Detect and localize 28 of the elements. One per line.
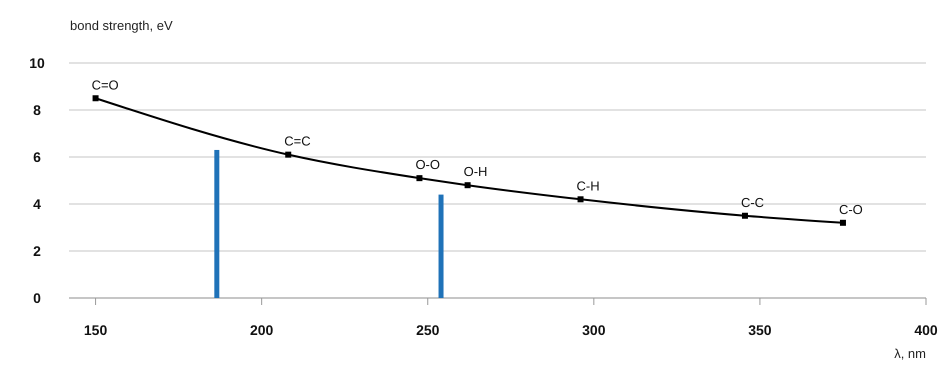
y-tick-label: 6 [33, 148, 42, 165]
annotation: O-H [464, 164, 488, 180]
point [285, 152, 292, 158]
x-tick-label: 350 [748, 322, 772, 338]
x-axis-title: λ, nm [894, 346, 926, 361]
y-tick-label: 10 [29, 54, 45, 71]
x-tick-label: 150 [84, 322, 108, 338]
y-tick-label: 8 [33, 102, 42, 118]
annotation: C-H [576, 178, 600, 194]
y-tick-label: 0 [33, 290, 42, 306]
y-tick-label: 4 [33, 196, 42, 212]
x-tick-label: 250 [416, 322, 440, 338]
x-tick-label: 200 [250, 322, 274, 338]
annotation: O-O [415, 157, 440, 172]
annotation: C-O [838, 202, 863, 217]
point [840, 220, 846, 226]
annotation: C=O [92, 77, 119, 92]
x-tick-label: 300 [582, 322, 606, 338]
point [92, 95, 99, 102]
annotation: C=C [284, 134, 311, 149]
y-tick-label: 2 [33, 242, 42, 259]
point [578, 196, 584, 202]
point [742, 212, 748, 219]
point [416, 175, 422, 182]
y-axis-title: bond strength, eV [70, 18, 173, 33]
point [464, 182, 471, 188]
x-tick-label: 400 [914, 322, 938, 338]
annotation: C-C [740, 194, 764, 210]
